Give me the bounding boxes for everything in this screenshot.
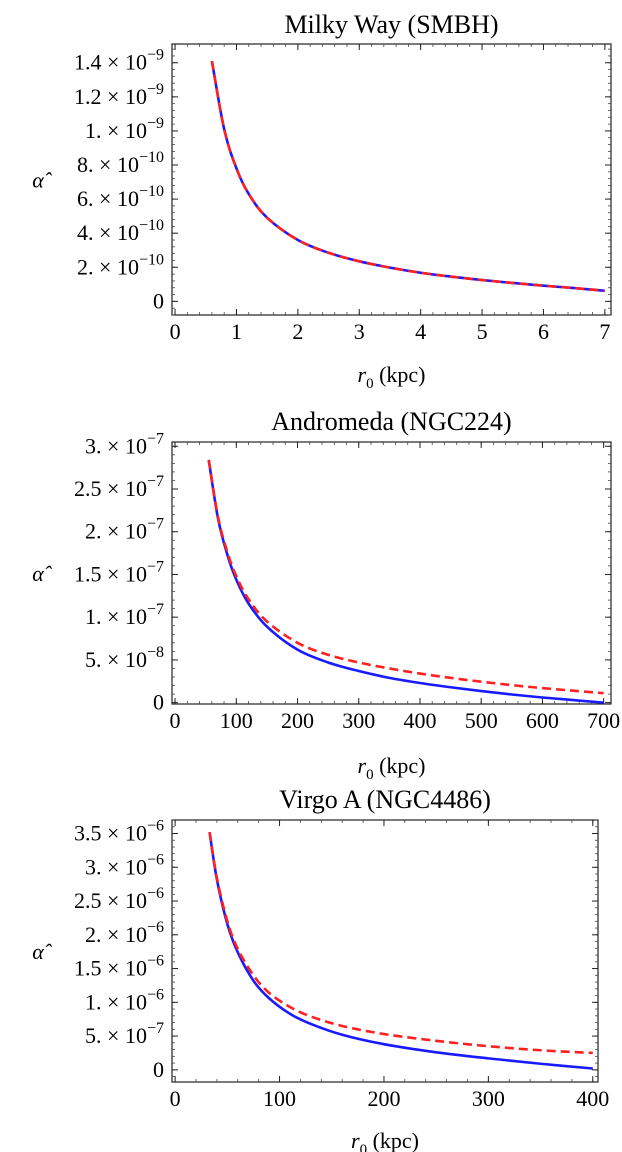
- plot-frame: [171, 819, 599, 1083]
- y-tick-label: 5. × 10−8: [85, 644, 164, 672]
- y-tick-label: 1. × 10−9: [85, 115, 164, 143]
- x-tick-label: 300: [342, 708, 375, 733]
- y-tick-label: 1.2 × 10−9: [74, 81, 164, 109]
- y-tick-label: 2.5 × 10−7: [74, 473, 164, 501]
- x-axis-label: r0 (kpc): [358, 362, 426, 392]
- x-tick-label: 500: [465, 708, 498, 733]
- x-tick-label: 4: [415, 319, 426, 344]
- y-tick-label: 3. × 10−7: [85, 430, 164, 458]
- chart-title: Milky Way (SMBH): [284, 10, 498, 39]
- series-line-dashed-red: [210, 60, 605, 292]
- plot-frame: [171, 43, 612, 316]
- x-tick-label: 3: [354, 319, 365, 344]
- y-tick-label: 1.5 × 10−7: [74, 558, 164, 586]
- y-axis-label: α̂: [32, 939, 53, 964]
- x-tick-label: 600: [526, 708, 559, 733]
- series-line-dashed-red: [208, 831, 593, 1055]
- y-tick-label: 2. × 10−6: [85, 919, 164, 947]
- y-tick-label: 0: [153, 288, 164, 313]
- x-axis-label: r0 (kpc): [351, 1128, 419, 1152]
- x-tick-label: 300: [472, 1086, 505, 1111]
- y-tick-label: 6. × 10−10: [77, 183, 164, 211]
- y-tick-label: 2.5 × 10−6: [74, 885, 164, 913]
- series-line-dashed-red: [207, 459, 604, 695]
- series-line-solid-blue: [210, 60, 605, 293]
- series-line-solid-blue: [208, 831, 593, 1070]
- y-tick-label: 1.4 × 10−9: [74, 47, 164, 75]
- y-tick-label: 2. × 10−10: [77, 251, 164, 279]
- y-tick-label: 5. × 10−7: [85, 1020, 164, 1048]
- plot-frame: [171, 441, 612, 705]
- x-tick-label: 7: [599, 319, 610, 344]
- x-tick-label: 100: [263, 1086, 296, 1111]
- x-tick-label: 5: [477, 319, 488, 344]
- x-tick-label: 0: [170, 1086, 181, 1111]
- x-tick-label: 1: [231, 319, 242, 344]
- x-tick-label: 400: [576, 1086, 609, 1111]
- y-tick-label: 0: [153, 1057, 164, 1082]
- chart-title: Virgo A (NGC4486): [279, 785, 491, 814]
- chart-panel-3: Virgo A (NGC4486) 0 100 200 300 400 0 5. × 10−7…: [32, 785, 609, 1152]
- x-tick-label: 200: [367, 1086, 400, 1111]
- chart-panel-2: Andromeda (NGC224) 0 100 200 300 400 500 600 700…: [32, 407, 620, 783]
- y-tick-label: 1. × 10−6: [85, 986, 164, 1014]
- x-axis-label: r0 (kpc): [358, 753, 426, 783]
- y-tick-label: 0: [153, 690, 164, 715]
- chart-title: Andromeda (NGC224): [271, 407, 511, 436]
- y-tick-label: 3.5 × 10−6: [74, 818, 164, 846]
- x-tick-label: 100: [220, 708, 253, 733]
- x-tick-label: 6: [538, 319, 549, 344]
- x-tick-label: 0: [170, 319, 181, 344]
- y-axis-label: α̂: [32, 561, 53, 586]
- x-tick-label: 200: [281, 708, 314, 733]
- y-tick-label: 1.5 × 10−6: [74, 953, 164, 981]
- y-tick-label: 2. × 10−7: [85, 516, 164, 544]
- x-tick-label: 400: [403, 708, 436, 733]
- x-tick-label: 0: [170, 708, 181, 733]
- y-tick-label: 8. × 10−10: [77, 149, 164, 177]
- x-tick-label: 2: [292, 319, 303, 344]
- x-tick-label: 700: [587, 708, 620, 733]
- y-tick-label: 4. × 10−10: [77, 217, 164, 245]
- y-tick-label: 1. × 10−7: [85, 601, 164, 629]
- y-tick-label: 3. × 10−6: [85, 851, 164, 879]
- y-axis-label: α̂: [32, 168, 53, 193]
- series-line-solid-blue: [207, 459, 604, 704]
- chart-panel-1: Milky Way (SMBH) 0 1 2 3 4 5 6 7 0 2. × 10−10 4. × …: [32, 10, 612, 392]
